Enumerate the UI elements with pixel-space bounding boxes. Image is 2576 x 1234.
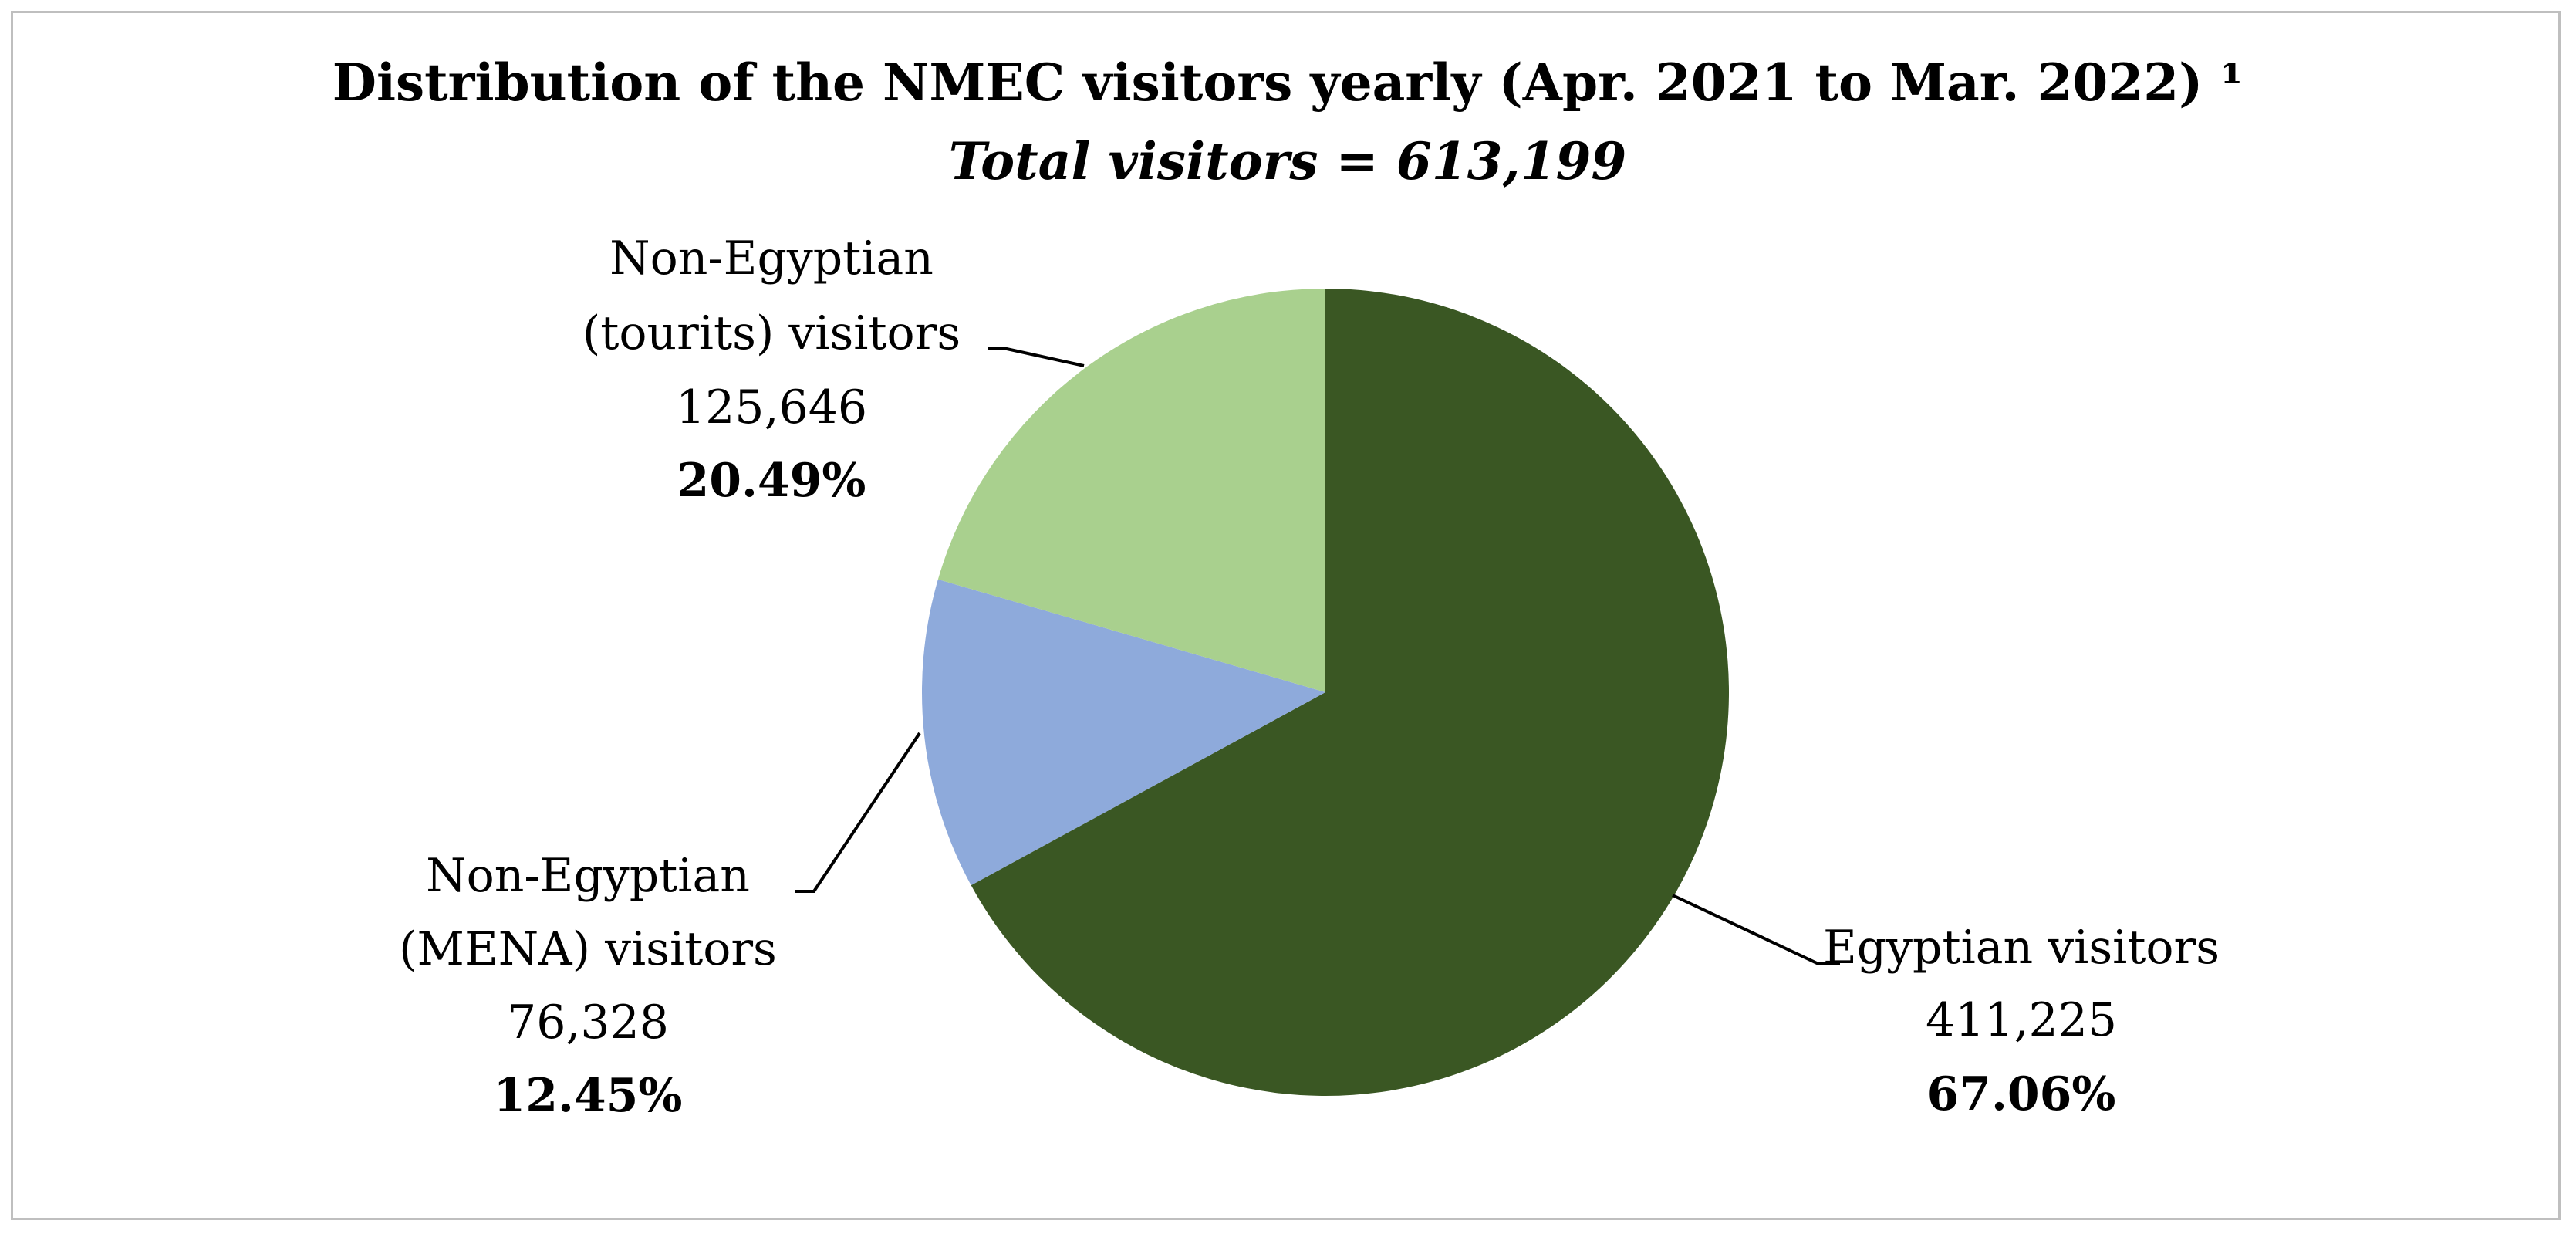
slice-label-tourists-percent: 20.49% <box>677 454 866 508</box>
slice-label-egyptian: Egyptian visitors 411,225 67.06% <box>1823 921 2220 1121</box>
pie-slice-tourists <box>937 289 1325 692</box>
slice-label-tourists-name-line2: (tourits) visitors <box>582 306 961 360</box>
leader-line-mena <box>795 732 921 893</box>
pie-slice-mena <box>922 579 1325 886</box>
slice-label-tourists: Non-Egyptian (tourits) visitors 125,646 … <box>582 232 961 508</box>
slice-label-egyptian-name: Egyptian visitors <box>1823 921 2220 975</box>
chart-title: Distribution of the NMEC visitors yearly… <box>333 52 2243 113</box>
slice-label-egyptian-percent: 67.06% <box>1927 1067 2116 1121</box>
slice-label-tourists-name-line1: Non-Egyptian <box>609 232 934 286</box>
pie-slices <box>922 289 1729 1096</box>
slice-label-tourists-value: 125,646 <box>676 380 867 434</box>
pie-slice-egyptian <box>971 289 1729 1096</box>
slice-label-mena-name-line1: Non-Egyptian <box>426 849 750 903</box>
chart-subtitle: Total visitors = 613,199 <box>949 131 1627 191</box>
chart-frame <box>11 11 2561 1220</box>
slice-label-mena: Non-Egyptian (MENA) visitors 76,328 12.4… <box>399 849 777 1123</box>
slice-label-mena-name-line2: (MENA) visitors <box>399 922 777 976</box>
slice-label-mena-value: 76,328 <box>507 996 669 1050</box>
slice-label-mena-percent: 12.45% <box>494 1069 683 1123</box>
leader-line-tourists <box>988 347 1085 367</box>
slice-label-egyptian-value: 411,225 <box>1926 993 2117 1047</box>
leader-line-egyptian <box>1672 894 1840 965</box>
